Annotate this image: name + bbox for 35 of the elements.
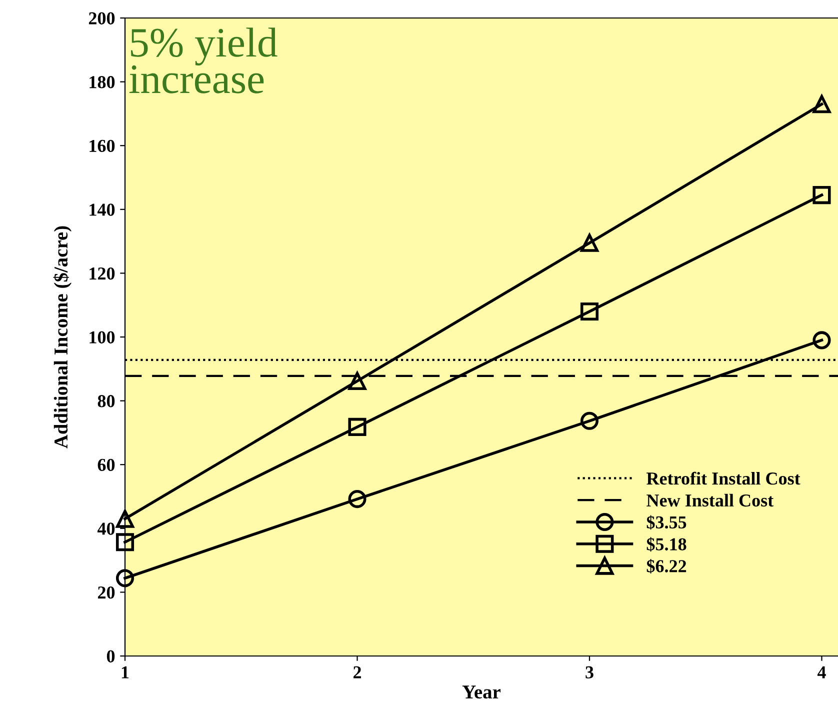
legend-label: $6.22 [646, 559, 686, 574]
point [116, 569, 134, 588]
legend-label: $5.18 [646, 537, 686, 552]
point [812, 331, 831, 350]
point [812, 186, 831, 204]
y-tick-label: 180 [90, 76, 115, 88]
y-tick-label: 100 [90, 331, 115, 344]
y-tick-label: 0 [106, 650, 115, 662]
y-axis-title: Additional Income ($/acre) [53, 226, 72, 448]
point [116, 533, 134, 552]
y-tick-label: 200 [88, 12, 115, 24]
y-tick-label: 120 [90, 267, 115, 280]
y-tick-label: 20 [98, 586, 115, 599]
legend-label: New Install Cost [646, 494, 774, 507]
point [580, 302, 599, 321]
point [580, 234, 599, 252]
point [580, 412, 599, 430]
point [348, 490, 366, 508]
point [348, 372, 366, 390]
y-tick-label: 160 [90, 140, 115, 152]
x-tick-label: 1 [122, 666, 129, 678]
x-tick-label: 4 [817, 666, 826, 678]
legend-label: Retrofit Install Cost [646, 472, 800, 485]
y-tick-label: 80 [98, 395, 115, 408]
annotation: 5% yield increase [129, 28, 278, 94]
x-tick-label: 3 [586, 666, 594, 678]
y-tick-label: 140 [90, 204, 115, 216]
point [348, 418, 366, 436]
x-axis-title: Year [462, 686, 501, 699]
point [116, 510, 134, 528]
legend-label: $3.55 [646, 515, 686, 530]
y-tick-label: 60 [98, 458, 115, 472]
point [812, 95, 831, 114]
y-tick-label: 40 [97, 522, 115, 535]
x-tick-label: 2 [353, 666, 361, 678]
